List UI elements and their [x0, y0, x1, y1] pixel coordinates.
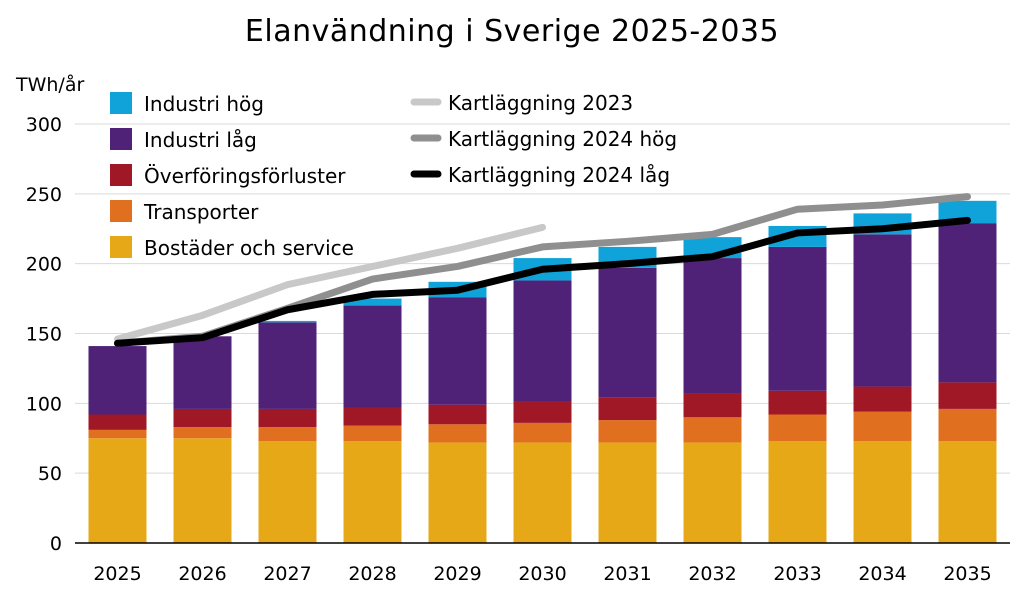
bar-segment-transporter — [513, 422, 572, 443]
bar-segment-industri-låg — [938, 223, 997, 383]
x-tick-label: 2035 — [943, 563, 991, 585]
y-tick-label: 50 — [38, 463, 62, 485]
x-tick-label: 2031 — [603, 563, 651, 585]
bar-segment-överföringsförluster — [513, 401, 572, 423]
legend-label: Kartläggning 2024 hög — [448, 127, 677, 151]
legend-swatch — [110, 164, 132, 186]
bar-segment-överföringsförluster — [683, 393, 742, 418]
bar-segment-industri-hög — [343, 298, 402, 306]
axes: 0 50 100 150 200 250 300 2025 2026 2027 2028 2029 20… — [26, 114, 1010, 585]
legend-label: Transporter — [143, 200, 259, 224]
bar-segment-industri-låg — [173, 336, 232, 409]
bar-segment-industri-låg — [598, 267, 657, 398]
legend-label: Överföringsförluster — [144, 164, 346, 188]
bar-segment-transporter — [88, 429, 147, 439]
chart-title: Elanvändning i Sverige 2025-2035 — [244, 14, 780, 49]
x-tick-label: 2025 — [93, 563, 141, 585]
bar-segment-bostäder-och-service — [768, 441, 827, 543]
y-axis-label: TWh/år — [16, 74, 85, 96]
bar-segment-industri-hög — [258, 320, 317, 323]
legend-label: Kartläggning 2024 låg — [448, 163, 670, 187]
x-tick-label: 2033 — [773, 563, 821, 585]
bar-segment-bostäder-och-service — [173, 438, 232, 543]
y-tick-label: 100 — [26, 393, 62, 415]
bar-segment-industri-hög — [938, 200, 997, 224]
x-tick-label: 2030 — [518, 563, 566, 585]
bar-segment-överföringsförluster — [938, 382, 997, 409]
x-tick-label: 2028 — [348, 563, 396, 585]
bar-segment-överföringsförluster — [173, 408, 232, 428]
legend-swatch — [110, 92, 132, 114]
bar-segment-industri-låg — [428, 297, 487, 405]
y-tick-label: 200 — [26, 254, 62, 276]
bar-segment-industri-låg — [88, 346, 147, 415]
bar-segment-transporter — [683, 417, 742, 443]
legend-label: Kartläggning 2023 — [448, 91, 633, 115]
legend-label: Industri hög — [144, 92, 264, 116]
x-tick-label: 2029 — [433, 563, 481, 585]
trend-lines — [114, 193, 971, 347]
bar-segment-industri-låg — [258, 322, 317, 409]
bar-segment-överföringsförluster — [853, 386, 912, 412]
line-kartläggning-2023 — [114, 223, 546, 343]
x-tick-label: 2027 — [263, 563, 311, 585]
bar-segment-transporter — [428, 424, 487, 443]
bar-segment-bostäder-och-service — [853, 441, 912, 543]
bar-segment-industri-låg — [513, 280, 572, 402]
legend-swatch — [110, 128, 132, 150]
bar-segment-transporter — [258, 427, 317, 442]
bar-segment-överföringsförluster — [428, 404, 487, 425]
bar-segment-transporter — [173, 427, 232, 439]
legend-label: Industri låg — [144, 128, 257, 152]
legend-swatch — [110, 200, 132, 222]
bar-segment-bostäder-och-service — [683, 442, 742, 543]
bar-segment-överföringsförluster — [768, 390, 827, 415]
x-tick-label: 2034 — [858, 563, 906, 585]
bar-segment-bostäder-och-service — [938, 441, 997, 543]
bar-segment-industri-låg — [768, 246, 827, 391]
bar-segment-bostäder-och-service — [343, 441, 402, 543]
y-tick-label: 250 — [26, 184, 62, 206]
legend: Industri hög Industri låg Överföringsförlu… — [110, 91, 677, 260]
bar-segment-transporter — [938, 408, 997, 442]
bar-segment-transporter — [343, 425, 402, 442]
legend-swatch — [110, 236, 132, 258]
x-tick-label: 2026 — [178, 563, 226, 585]
bar-segment-bostäder-och-service — [428, 442, 487, 543]
bar-segment-överföringsförluster — [598, 397, 657, 421]
bars — [88, 200, 997, 543]
bar-segment-industri-låg — [683, 258, 742, 394]
x-tick-label: 2032 — [688, 563, 736, 585]
legend-label: Bostäder och service — [144, 236, 354, 260]
bar-segment-transporter — [768, 414, 827, 442]
bar-segment-bostäder-och-service — [258, 441, 317, 543]
line-kartläggning-2024-låg — [114, 216, 971, 347]
bar-segment-industri-låg — [853, 234, 912, 387]
bar-segment-transporter — [853, 411, 912, 442]
bar-segment-transporter — [598, 420, 657, 443]
bar-segment-överföringsförluster — [88, 414, 147, 430]
bar-segment-överföringsförluster — [258, 408, 317, 428]
y-tick-label: 0 — [50, 533, 62, 555]
bar-segment-överföringsförluster — [343, 407, 402, 426]
y-tick-label: 300 — [26, 114, 62, 136]
y-tick-label: 150 — [26, 324, 62, 346]
bar-segment-bostäder-och-service — [513, 442, 572, 543]
bar-segment-bostäder-och-service — [598, 442, 657, 543]
bar-segment-industri-låg — [343, 305, 402, 408]
bar-segment-bostäder-och-service — [88, 438, 147, 543]
